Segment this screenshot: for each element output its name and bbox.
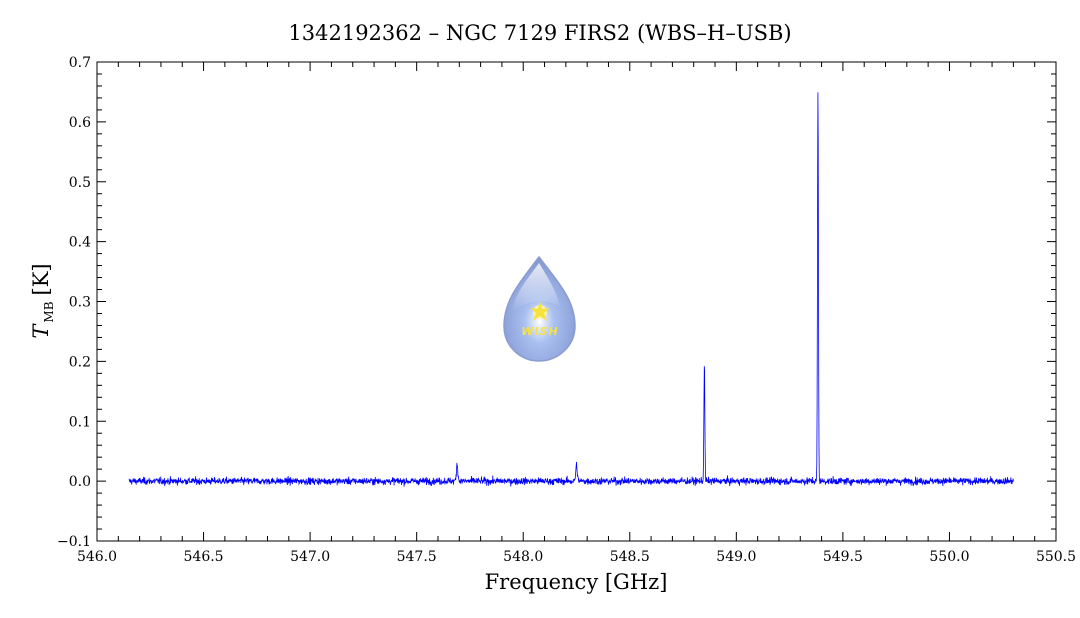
y-axis-label-sub: MB [42, 301, 56, 322]
x-tick-label: 548.5 [610, 549, 650, 565]
x-tick-label: 547.5 [397, 549, 437, 565]
x-tick-label: 549.0 [716, 549, 756, 565]
y-tick-label: 0.6 [69, 115, 91, 131]
y-axis-label-main: T [29, 323, 53, 339]
wish-logo: WISH [503, 255, 576, 362]
y-tick-label: 0.1 [69, 414, 91, 430]
star-icon [530, 301, 550, 321]
y-tick-label: 0.4 [69, 235, 91, 251]
y-tick-label: 0.3 [69, 295, 91, 311]
axes-layer: 546.0 546.5 547.0 547.5 548.0 548.5 549.0 549.5… [57, 55, 1076, 565]
x-axis-label: Frequency [GHz] [485, 570, 668, 594]
y-tick-label: −0.1 [57, 534, 91, 550]
x-tick-label: 546.0 [77, 549, 117, 565]
x-tick-label: 550.0 [929, 549, 969, 565]
y-tick-label: 0.5 [69, 175, 91, 191]
chart-title: 1342192362 – NGC 7129 FIRS2 (WBS–H–USB) [288, 21, 791, 45]
y-axis-label: TMB [K] [29, 263, 56, 338]
y-tick-label: 0.7 [69, 55, 91, 71]
spectrum-layer [128, 92, 1014, 487]
x-tick-label: 548.0 [503, 549, 543, 565]
logo-text: WISH [521, 325, 558, 338]
plot-frame [96, 61, 1057, 542]
y-axis-label-unit: [K] [29, 263, 53, 295]
spectrum-series-line [128, 92, 1014, 487]
svg-text:TMB[K]: TMB [K] [29, 263, 56, 338]
y-tick-label: 0.0 [69, 474, 91, 490]
y-tick-label: 0.2 [69, 354, 91, 370]
x-tick-label: 547.0 [290, 549, 330, 565]
x-tick-label: 549.5 [823, 549, 863, 565]
x-tick-label: 546.5 [184, 549, 224, 565]
x-tick-label: 550.5 [1036, 549, 1076, 565]
